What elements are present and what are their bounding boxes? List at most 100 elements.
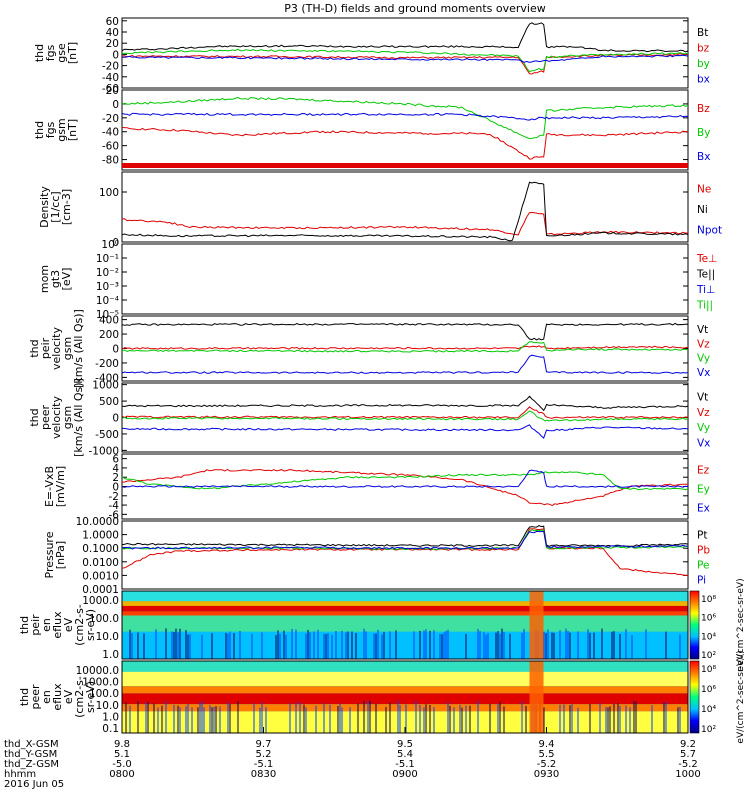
legend-entry: By — [697, 127, 710, 139]
figure-title: P3 (TH-D) fields and ground moments over… — [284, 2, 546, 15]
x-tick-label: -5.1 — [254, 759, 274, 770]
legend-entry: Pb — [697, 545, 710, 557]
x-tick-label: -5.2 — [537, 759, 557, 770]
legend-entry: Te|| — [696, 268, 715, 280]
state-bar — [122, 163, 688, 168]
y-axis-label: velocity — [50, 327, 63, 370]
legend-entry: Ti⊥ — [696, 284, 715, 296]
y-tick-label: 1.0 — [102, 649, 119, 661]
colorbar — [689, 590, 700, 660]
y-axis-label: [km/s (All Qs)] — [72, 309, 85, 388]
date-label: 2016 Jun 05 — [4, 779, 64, 790]
colorbar-tick-label: 10² — [701, 725, 716, 735]
x-tick-label: 5.7 — [680, 749, 696, 760]
y-tick-label: 0.1000 — [82, 543, 119, 555]
series-line-bx — [121, 54, 689, 63]
spectrogram-band — [122, 693, 688, 705]
x-tick-label: 0800 — [109, 769, 134, 780]
y-tick-label: 10⁻⁴ — [96, 295, 119, 307]
spectrogram-band — [122, 591, 688, 602]
y-axis-label: thd — [33, 44, 46, 62]
y-axis-label: en — [40, 618, 53, 632]
series-line-bz — [121, 53, 689, 75]
colorbar-tick-label: 10⁸ — [701, 665, 716, 675]
y-tick-label: -6 — [109, 509, 120, 521]
y-axis-label: gse — [55, 43, 68, 63]
y-axis-label: fgs — [44, 121, 57, 138]
y-axis-label: eV — [62, 617, 75, 632]
series-line-ni — [121, 181, 689, 242]
panel-peer_spectrogram: 10000.01000.0100.010.01.00.110⁸10⁶10⁴10²… — [18, 650, 746, 743]
y-tick-label: 1.0000 — [82, 530, 119, 542]
y-axis-label: Pressure — [43, 531, 56, 578]
y-tick-label: 100.0 — [89, 613, 119, 625]
y-axis-label: [km/s (All Qs)] — [72, 378, 85, 457]
panel-peer_velocity: 1000 500 0 -500 -1000 Vt Vz Vy Vx thdpeervelocity… — [28, 378, 710, 457]
legend-entry: Pi — [697, 575, 706, 587]
legend-entry: bz — [697, 42, 710, 54]
panel-peir_velocity: 400 200 0 -200 -400 Vt Vz Vy Vx thdpeirvelocitygs… — [28, 309, 710, 388]
y-axis-label: Density — [38, 186, 51, 228]
legend-entry: Vz — [697, 338, 710, 350]
x-tick-label: 5.5 — [539, 749, 555, 760]
y-axis-label: [mV/m] — [54, 466, 67, 507]
spectrogram-band — [122, 615, 688, 632]
legend-entry: Te⊥ — [696, 253, 717, 265]
y-tick-label: 0 — [112, 99, 119, 111]
panel-peir_spectrogram: 1000.0 100.0 10.0 1.0 10⁸ 10⁶ 10⁴ 10² eV/(cm^2-s… — [18, 578, 746, 671]
y-axis-label: velocity — [50, 396, 63, 439]
panel-density: 100 0 Ne Ni Npot Density[1/cc][cm-3] — [38, 171, 722, 249]
y-tick-label: -4 — [109, 500, 120, 512]
series-line-pe — [121, 529, 689, 551]
spectrogram-band — [122, 611, 688, 616]
panel-frame — [121, 171, 689, 243]
y-tick-label: -40 — [102, 127, 119, 139]
y-axis-label: peir — [39, 337, 52, 359]
y-tick-label: -2 — [109, 491, 119, 503]
y-tick-label: -60 — [102, 141, 119, 153]
x-row-label: hhmm — [4, 769, 36, 780]
y-tick-label: 10.0000 — [76, 516, 119, 528]
legend-entry: Ni — [697, 204, 708, 216]
y-axis-label: (cm2-s- — [73, 604, 86, 646]
series-line-bz — [121, 126, 689, 160]
legend-entry: Pt — [697, 530, 707, 542]
series-line-ez — [121, 468, 688, 507]
y-axis-label: thd — [33, 121, 46, 139]
x-row-label: thd_X-GSM — [4, 739, 59, 750]
x-row-label: thd_Y-GSM — [4, 749, 57, 760]
legend-entry: bx — [697, 73, 710, 85]
y-axis-label: gsm — [61, 337, 74, 360]
legend-entry: Vt — [697, 324, 708, 336]
y-axis-label: peer — [39, 405, 52, 431]
series-line-by — [121, 48, 689, 73]
spectrogram-event — [529, 661, 544, 733]
y-axis-label: thd — [18, 616, 31, 634]
panel-frame — [121, 520, 689, 590]
y-tick-label: 100 — [99, 187, 119, 199]
y-tick-label: 10.0 — [96, 631, 119, 643]
colorbar-tick-label: 10⁶ — [701, 614, 716, 624]
series-line-pi — [121, 530, 689, 550]
y-axis-label: fgs — [44, 44, 57, 61]
y-tick-label: -40 — [102, 72, 119, 84]
panel-mom_gt3: 10⁰ 10⁻¹ 10⁻² 10⁻³ 10⁻⁴ 10⁻⁵ Te⊥ Te|| Ti⊥ Ti|| mom… — [38, 239, 717, 321]
legend-entry: Ez — [697, 465, 710, 477]
colorbar-label: eV/(cm^2-sec-sr-eV) — [736, 578, 746, 671]
y-tick-label: 10⁰ — [101, 239, 119, 251]
y-tick-label: 6 — [112, 454, 119, 466]
spectrogram-band — [122, 704, 688, 712]
y-axis-label: [nT] — [66, 119, 79, 141]
y-axis-label: en — [40, 690, 53, 704]
series-line-vx — [121, 354, 689, 375]
y-tick-label: 500 — [99, 396, 119, 408]
legend-entry: Ey — [697, 484, 710, 496]
spectrogram-band — [122, 661, 688, 672]
x-tick-label: 5.1 — [114, 749, 130, 760]
spectrogram-band — [122, 631, 688, 659]
y-tick-label: -200 — [95, 358, 119, 370]
legend-entry: Bt — [697, 27, 708, 39]
x-tick-label: -5.0 — [112, 759, 132, 770]
